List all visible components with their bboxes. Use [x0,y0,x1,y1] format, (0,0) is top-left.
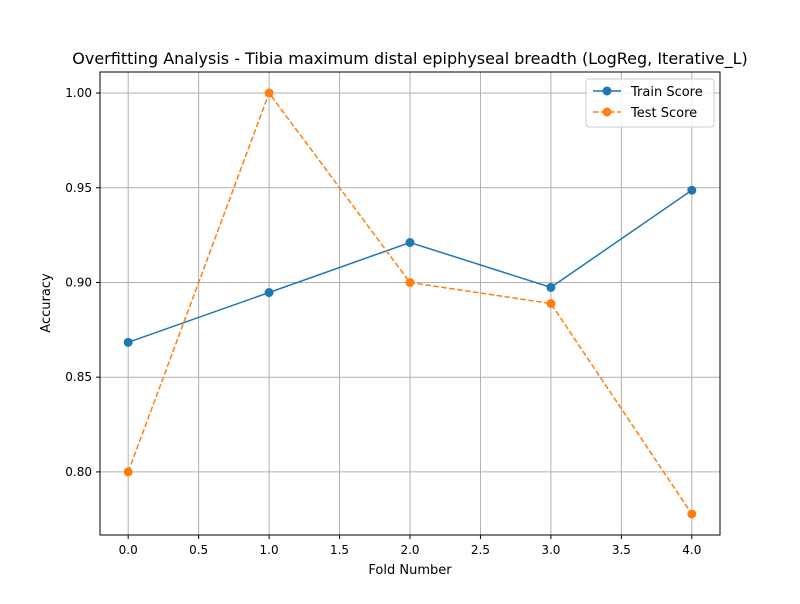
x-tick-label: 0.5 [189,543,208,557]
y-tick-label: 0.95 [65,181,92,195]
data-point-test [546,299,556,308]
x-tick-label: 3.0 [541,543,560,557]
y-tick-label: 0.90 [65,275,92,289]
data-point-train [687,185,697,195]
legend-test-marker [602,107,612,117]
y-ticks-layer: 0.80 0.85 0.90 0.95 1.00 [65,86,100,479]
x-tick-label: 0.0 [119,543,138,557]
legend-train-marker [602,86,612,96]
data-point-test [405,277,415,287]
legend-train-label: Train Score [630,85,703,100]
y-axis-label: Accuracy [39,273,54,333]
grid-layer [100,72,720,535]
data-point-test [264,88,274,98]
legend: Train Score Test Score [585,78,715,128]
y-tick-label: 0.80 [65,465,92,479]
data-point-train [123,337,133,347]
x-ticks-layer: 0.0 0.5 1.0 1.5 2.0 2.5 3.0 3.5 4.0 [119,535,701,557]
y-tick-label: 0.85 [65,370,92,384]
data-point-train [405,237,415,247]
chart-title: Overfitting Analysis - Tibia maximum dis… [72,49,747,69]
data-point-test [123,467,133,477]
data-point-test [687,509,697,519]
x-tick-label: 2.5 [471,543,490,557]
series-layer [123,88,697,519]
x-axis-label: Fold Number [368,563,452,578]
x-tick-label: 4.0 [682,543,701,557]
data-point-train [546,282,556,292]
x-tick-label: 3.5 [612,543,631,557]
legend-test-label: Test Score [630,106,697,121]
x-tick-label: 1.0 [260,543,279,557]
data-point-train [264,288,274,298]
x-tick-label: 2.0 [400,543,419,557]
x-tick-label: 1.5 [330,543,349,557]
y-tick-label: 1.00 [65,86,92,100]
